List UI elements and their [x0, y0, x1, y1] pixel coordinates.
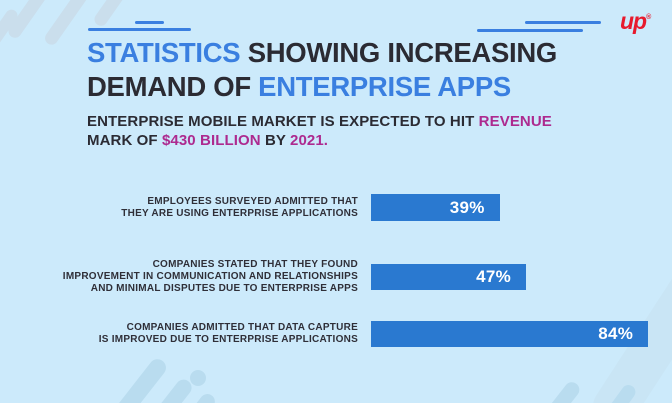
bar-value-label: 39%: [449, 197, 485, 217]
bar-84-percent: 84%: [371, 321, 649, 347]
header-accent-line: [135, 21, 164, 24]
subtitle-accent-text: 2021.: [290, 131, 329, 149]
title-accent-text: STATISTICS: [87, 37, 248, 68]
bottom-dot-decor: [190, 370, 206, 386]
bar-39-percent: 39%: [371, 194, 500, 221]
bar-value-label: 47%: [476, 267, 512, 286]
header-accent-line: [525, 21, 601, 24]
bar-category-label: COMPANIES ADMITTED THAT DATA CAPTURE IS …: [98, 322, 358, 345]
title-accent-text: ENTERPRISE APPS: [258, 71, 511, 102]
chart-row: COMPANIES ADMITTED THAT DATA CAPTURE IS …: [40, 321, 649, 347]
subtitle-line-1: ENTERPRISE MOBILE MARKET IS EXPECTED TO …: [87, 113, 552, 130]
subtitle-accent-text: REVENUE: [478, 113, 552, 130]
registered-trademark-symbol: ®: [646, 14, 652, 21]
header-accent-line: [477, 29, 583, 32]
bar-value-label: 84%: [598, 324, 634, 343]
bar-category-label: COMPANIES STATED THAT THEY FOUND IMPROVE…: [62, 259, 358, 294]
title-line-2: DEMAND OF ENTERPRISE APPS: [87, 71, 511, 102]
brand-logo-text: up: [620, 8, 647, 34]
subtitle-line-2: MARK OF $430 BILLION BY 2021.: [87, 131, 329, 149]
title-line-1: STATISTICS SHOWING INCREASING: [87, 37, 558, 68]
brand-logo: up®: [620, 10, 651, 33]
chart-row: EMPLOYEES SURVEYED ADMITTED THAT THEY AR…: [40, 194, 500, 221]
chart-row: COMPANIES STATED THAT THEY FOUND IMPROVE…: [40, 259, 527, 294]
page-title: STATISTICS SHOWING INCREASING DEMAND OF …: [87, 36, 557, 104]
bar-category-label: EMPLOYEES SURVEYED ADMITTED THAT THEY AR…: [121, 195, 358, 219]
bar-47-percent: 47%: [371, 264, 527, 290]
subtitle-accent-text: $430 BILLION: [161, 131, 261, 149]
page-subtitle: ENTERPRISE MOBILE MARKET IS EXPECTED TO …: [87, 113, 552, 150]
header-accent-line: [88, 28, 191, 31]
